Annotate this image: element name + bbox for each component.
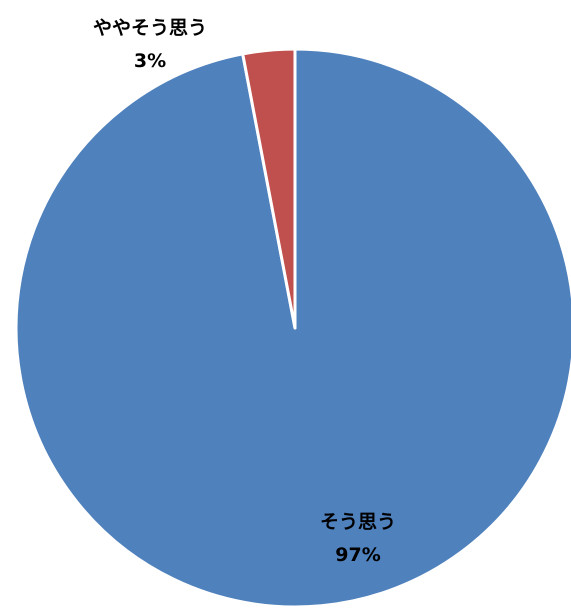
slice-label-value-0: 97%: [335, 544, 380, 566]
pie-slices: [14, 47, 571, 608]
pie-slice-1: [241, 47, 297, 330]
slice-label-name-0: そう思う: [320, 511, 396, 533]
slice-label-name-1: ややそう思う: [93, 17, 207, 39]
slice-label-value-1: 3%: [134, 50, 166, 72]
